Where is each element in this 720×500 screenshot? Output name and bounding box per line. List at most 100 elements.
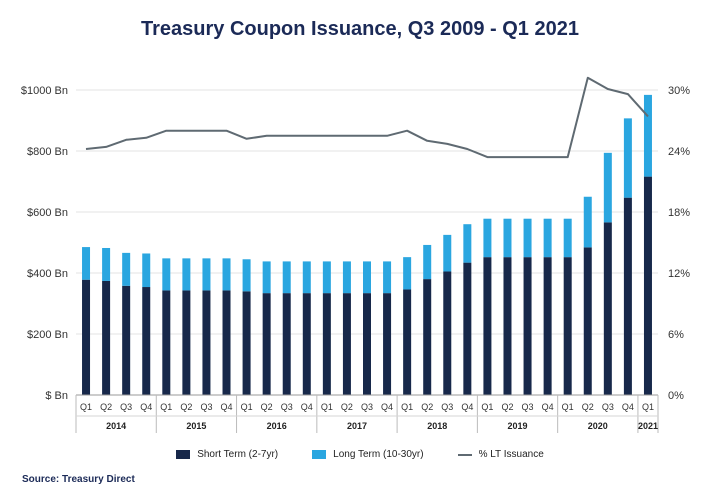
bar-long-term: [242, 259, 251, 292]
bar-long-term: [463, 224, 472, 263]
legend-label-long-term: Long Term (10-30yr): [333, 449, 424, 460]
bar-long-term: [603, 152, 612, 223]
line-lt-issuance: [85, 76, 649, 159]
bar-long-term: [643, 94, 652, 177]
x-tick-quarter-label: Q4: [221, 402, 233, 412]
bar-short-term: [222, 290, 231, 395]
x-tick-quarter-label: Q1: [321, 402, 333, 412]
bar-short-term: [543, 257, 552, 395]
x-tick-quarter-label: Q1: [80, 402, 92, 412]
x-year-label: 2015: [186, 421, 206, 431]
bar-short-term: [623, 197, 632, 395]
bar-long-term: [563, 218, 572, 258]
x-tick-quarter-label: Q1: [160, 402, 172, 412]
x-tick-quarter-label: Q4: [622, 402, 634, 412]
x-tick-quarter-label: Q1: [241, 402, 253, 412]
bar-short-term: [483, 257, 492, 395]
y-right-tick-label: 30%: [668, 85, 690, 97]
source-note: Source: Treasury Direct: [22, 474, 135, 485]
legend-item-short-term: Short Term (2-7yr): [176, 449, 278, 460]
y-left-tick-label: $1000 Bn: [21, 85, 68, 97]
bar-short-term: [182, 290, 191, 395]
legend-item-long-term: Long Term (10-30yr): [312, 449, 424, 460]
bar-long-term: [162, 258, 171, 291]
x-tick-quarter-label: Q2: [180, 402, 192, 412]
x-tick-quarter-label: Q3: [361, 402, 373, 412]
bar-short-term: [322, 293, 331, 395]
x-tick-quarter-label: Q2: [501, 402, 513, 412]
bar-short-term: [302, 293, 311, 395]
x-tick-quarter-label: Q4: [301, 402, 313, 412]
y-right-tick-label: 18%: [668, 207, 690, 219]
x-tick-quarter-label: Q4: [542, 402, 554, 412]
x-tick-quarter-label: Q1: [401, 402, 413, 412]
x-tick-quarter-label: Q4: [381, 402, 393, 412]
legend-item-lt-issuance: % LT Issuance: [457, 449, 544, 460]
y-left-tick-label: $600 Bn: [27, 207, 68, 219]
bar-long-term: [342, 261, 351, 294]
x-year-label: 2018: [427, 421, 447, 431]
bar-short-term: [503, 257, 512, 395]
bar-long-term: [202, 258, 211, 291]
bar-long-term: [282, 261, 291, 294]
y-right-tick-label: 6%: [668, 329, 684, 341]
bar-long-term: [423, 244, 432, 280]
legend-label-short-term: Short Term (2-7yr): [197, 449, 279, 460]
bar-short-term: [643, 176, 652, 395]
bar-long-term: [403, 257, 412, 290]
y-right-tick-label: 24%: [668, 146, 690, 158]
bar-long-term: [182, 258, 191, 291]
legend-label-lt-issuance: % LT Issuance: [478, 449, 544, 460]
y-left-tick-label: $200 Bn: [27, 329, 68, 341]
y-right-tick-label: 0%: [668, 390, 684, 402]
x-tick-quarter-label: Q3: [200, 402, 212, 412]
x-tick-quarter-label: Q1: [481, 402, 493, 412]
bar-long-term: [483, 218, 492, 258]
y-left-tick-label: $ Bn: [45, 390, 68, 402]
y-left-tick-label: $800 Bn: [27, 146, 68, 158]
x-tick-quarter-label: Q2: [100, 402, 112, 412]
bar-short-term: [463, 262, 472, 395]
bar-long-term: [222, 258, 231, 291]
x-tick-quarter-label: Q2: [341, 402, 353, 412]
bar-long-term: [322, 261, 331, 294]
bar-short-term: [142, 287, 151, 395]
bar-short-term: [242, 291, 251, 395]
bar-long-term: [82, 247, 91, 280]
bar-long-term: [302, 261, 311, 294]
x-year-label: 2021: [638, 421, 658, 431]
x-year-label: 2014: [106, 421, 126, 431]
x-tick-quarter-label: Q1: [642, 402, 654, 412]
bar-short-term: [363, 293, 371, 395]
bar-short-term: [523, 257, 532, 395]
bar-long-term: [583, 196, 592, 248]
x-tick-quarter-label: Q2: [261, 402, 273, 412]
bar-short-term: [383, 293, 392, 395]
bar-short-term: [282, 293, 291, 395]
legend-swatch-long-term: [312, 450, 327, 459]
bar-short-term: [403, 289, 412, 395]
bar-short-term: [262, 293, 271, 395]
x-tick-quarter-label: Q4: [140, 402, 152, 412]
x-tick-quarter-label: Q3: [602, 402, 614, 412]
bar-short-term: [583, 247, 592, 395]
bar-short-term: [423, 279, 432, 395]
x-tick-quarter-label: Q3: [120, 402, 132, 412]
legend-swatch-short-term: [176, 450, 191, 459]
bar-short-term: [603, 222, 612, 395]
bar-short-term: [102, 280, 111, 395]
bar-short-term: [342, 293, 351, 395]
x-tick-quarter-label: Q3: [281, 402, 293, 412]
x-tick-quarter-label: Q2: [582, 402, 594, 412]
x-tick-quarter-label: Q1: [562, 402, 574, 412]
bar-short-term: [162, 290, 171, 395]
bar-long-term: [122, 252, 131, 286]
bar-long-term: [543, 218, 552, 258]
x-tick-quarter-label: Q3: [522, 402, 534, 412]
x-tick-quarter-label: Q4: [461, 402, 473, 412]
bar-long-term: [262, 261, 271, 294]
x-tick-quarter-label: Q3: [441, 402, 453, 412]
bar-short-term: [82, 279, 91, 395]
bar-short-term: [202, 290, 211, 395]
